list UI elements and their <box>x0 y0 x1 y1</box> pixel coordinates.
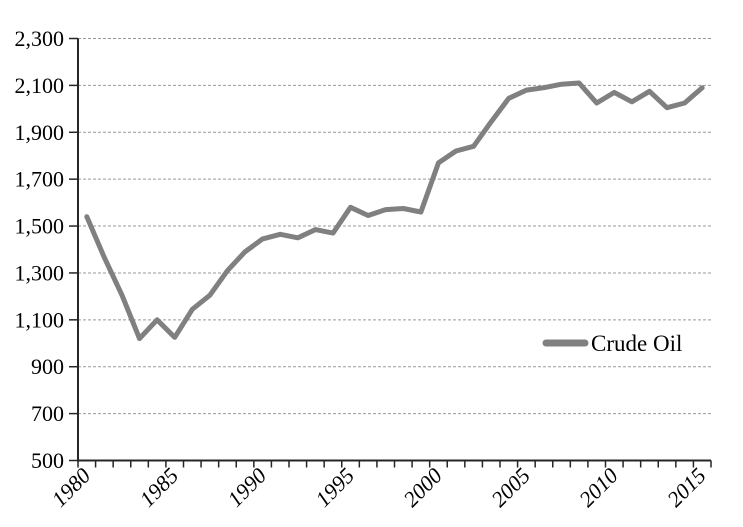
x-tick-label: 1985 <box>134 463 183 512</box>
series-line-crude-oil <box>84 80 705 342</box>
series-lines <box>84 80 705 342</box>
x-tick-label: 2005 <box>486 463 535 512</box>
y-tick-label: 1,500 <box>15 214 65 239</box>
x-tick-label: 1995 <box>310 463 359 512</box>
x-tick-label: 2000 <box>398 463 447 512</box>
y-tick-label: 2,300 <box>15 26 65 51</box>
y-tick-label: 700 <box>31 401 64 426</box>
x-axis-labels: 1980 1985 1990 1995 2000 2005 2010 2015 <box>47 463 711 512</box>
y-tick-label: 1,100 <box>15 307 65 332</box>
y-axis-ticks <box>69 37 78 462</box>
y-tick-label: 900 <box>31 354 64 379</box>
x-tick-label: 2010 <box>574 463 623 512</box>
x-tick-label: 1990 <box>222 463 271 512</box>
legend: Crude Oil <box>542 331 682 356</box>
y-tick-label: 1,700 <box>15 167 65 192</box>
y-tick-label: 2,100 <box>15 73 65 98</box>
axes <box>77 38 711 462</box>
x-tick-label: 2015 <box>662 463 711 512</box>
y-axis-labels: 500 700 900 1,100 1,300 1,500 1,700 1,900 2,100 2… <box>15 26 65 473</box>
legend-label: Crude Oil <box>591 331 682 356</box>
y-tick-label: 1,300 <box>15 260 65 285</box>
x-axis-ticks <box>77 460 712 468</box>
y-tick-label: 1,900 <box>15 120 65 145</box>
y-tick-label: 500 <box>31 448 64 473</box>
